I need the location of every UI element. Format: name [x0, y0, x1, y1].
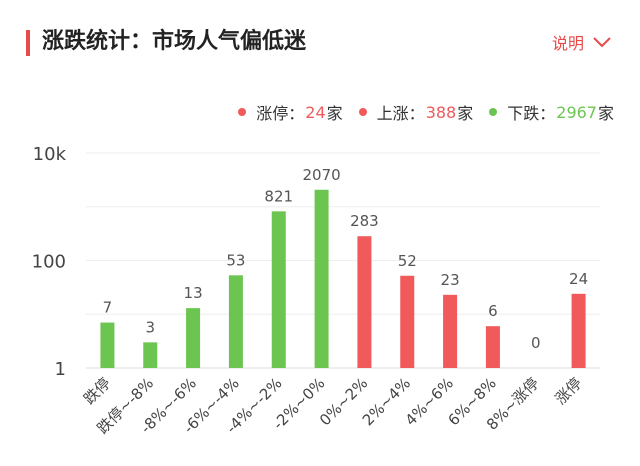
legend-label: 上涨： [376, 104, 425, 123]
legend-item-limit-up: 涨停： 24 家 [238, 100, 343, 124]
legend-item-up: 上涨： 388 家 [358, 100, 474, 124]
bar [400, 275, 415, 368]
bar [100, 322, 115, 368]
legend-item-down: 下跌： 2967 家 [489, 100, 614, 124]
legend-label: 涨停： [256, 104, 305, 123]
header: 涨跌统计：市场人气偏低迷 说明 [0, 0, 640, 80]
x-tick-label: 跌停 [80, 374, 114, 408]
data-label: 7 [103, 299, 113, 317]
bar [186, 308, 201, 368]
data-label: 53 [226, 251, 245, 269]
bar [271, 211, 286, 368]
bar [314, 189, 329, 368]
data-label: 2070 [302, 166, 340, 184]
title-accent-bar [26, 30, 30, 56]
legend-dot [358, 108, 367, 116]
data-label: 6 [488, 302, 498, 320]
data-label: 283 [350, 212, 379, 230]
legend-unit: 家 [326, 104, 343, 123]
legend-unit: 家 [457, 104, 474, 123]
y-tick-label: 100 [32, 252, 66, 273]
data-label: 52 [398, 252, 417, 270]
legend: 涨停： 24 家 上涨： 388 家 下跌： 2967 家 [222, 100, 614, 124]
legend-unit: 家 [597, 104, 614, 123]
data-label: 821 [264, 187, 293, 205]
bar [485, 326, 500, 368]
bar [357, 236, 372, 368]
legend-dot [489, 108, 498, 116]
legend-value: 24 [305, 102, 326, 122]
data-label: 24 [569, 270, 588, 288]
legend-label: 下跌： [507, 104, 556, 123]
legend-dot [238, 108, 247, 116]
data-label: 23 [441, 271, 460, 289]
y-tick-label: 10k [33, 144, 67, 165]
page-title: 涨跌统计：市场人气偏低迷 [42, 29, 307, 54]
bar [571, 293, 586, 368]
x-tick-label: 涨停 [551, 374, 585, 408]
chevron-down-icon [593, 37, 611, 48]
data-label: 3 [145, 318, 155, 336]
legend-value: 388 [425, 102, 457, 122]
data-label: 13 [184, 284, 203, 302]
bar [443, 294, 458, 368]
bar [228, 275, 243, 368]
explain-button[interactable]: 说明 [552, 28, 612, 56]
y-tick-label: 1 [55, 359, 66, 380]
data-label: 0 [531, 334, 541, 352]
legend-value: 2967 [556, 102, 597, 122]
bar [143, 342, 158, 368]
explain-label: 说明 [551, 34, 584, 53]
